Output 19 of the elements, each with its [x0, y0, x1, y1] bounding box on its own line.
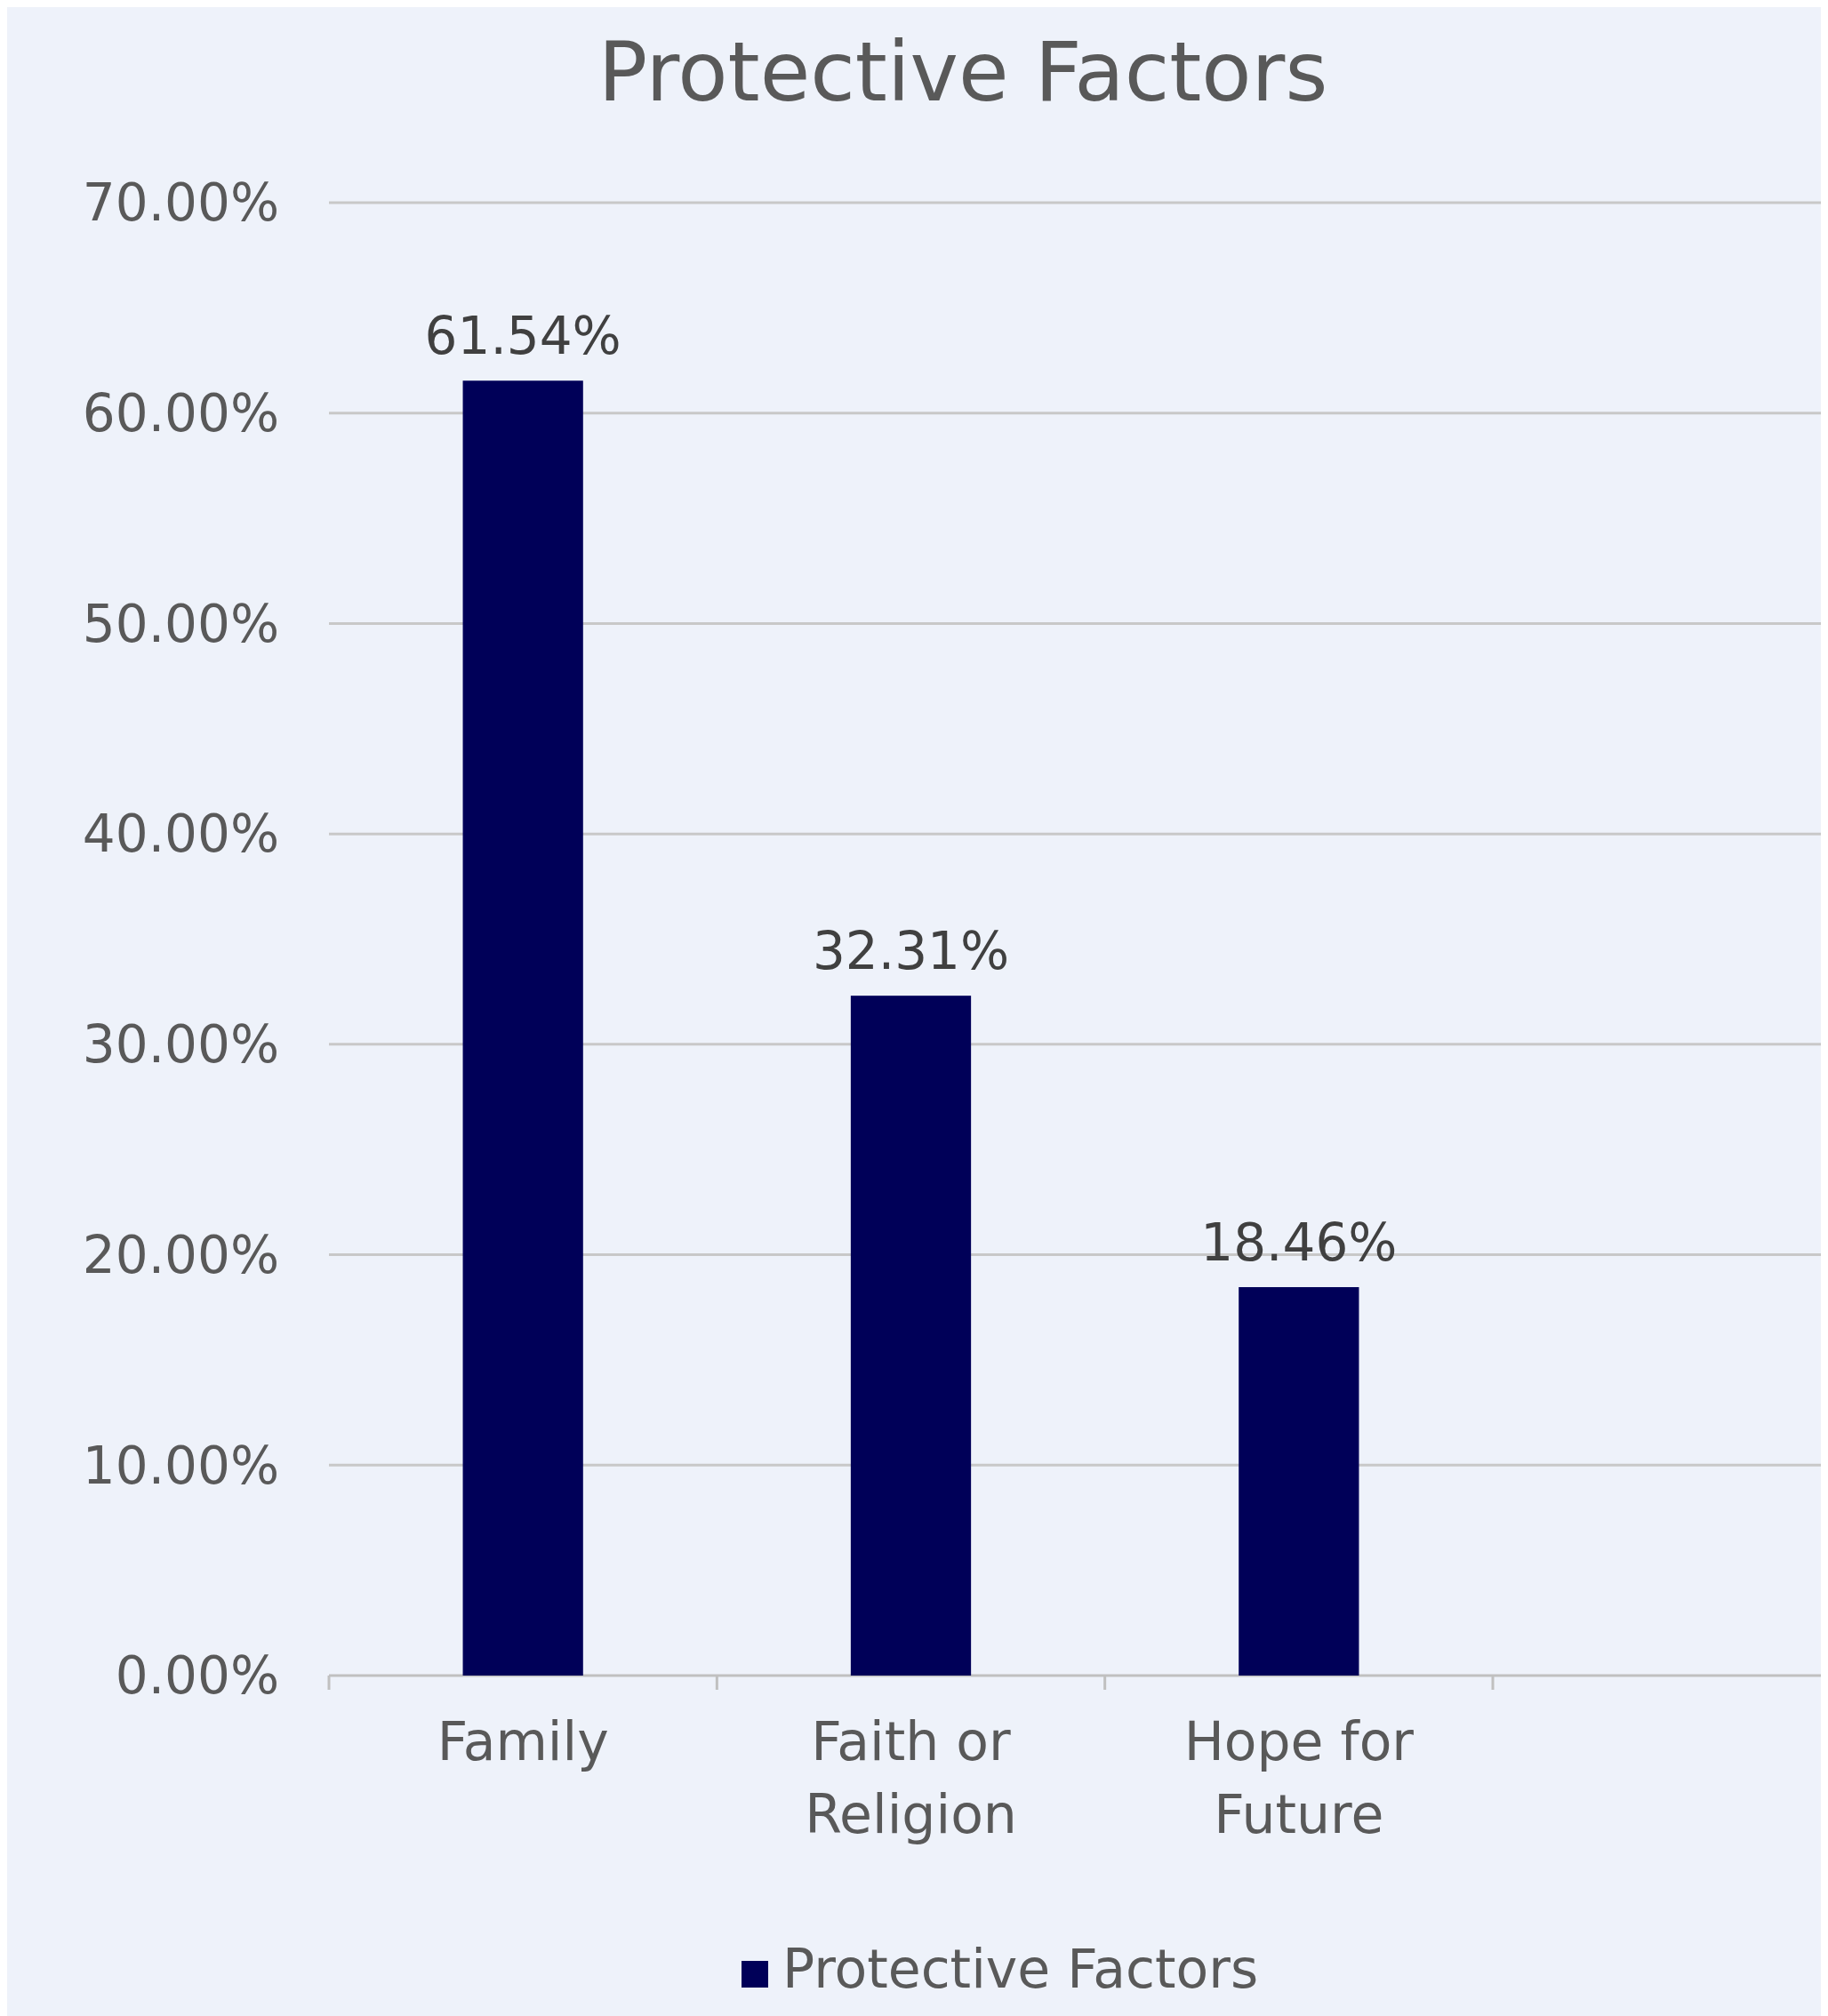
- y-tick-label: 0.00%: [115, 1645, 279, 1707]
- bar: [462, 380, 583, 1676]
- x-tick-label: Faith or Religion: [805, 1710, 1017, 1845]
- y-tick-label: 50.00%: [82, 593, 279, 654]
- y-tick-label: 60.00%: [82, 383, 279, 444]
- y-tick-label: 70.00%: [82, 172, 279, 234]
- text: 61.54%: [424, 306, 621, 367]
- y-tick-label: 20.00%: [82, 1224, 279, 1285]
- y-tick-label: 40.00%: [82, 804, 279, 865]
- chart-title: Protective Factors: [597, 25, 1328, 120]
- text: 32.31%: [812, 921, 1010, 982]
- bar: [1239, 1287, 1359, 1676]
- legend-label: Protective Factors: [782, 1938, 1259, 2000]
- y-tick-label: 30.00%: [82, 1014, 279, 1076]
- bar: [850, 996, 972, 1676]
- x-tick-label: Family: [437, 1710, 609, 1772]
- x-tick-label: Hope for Future: [1183, 1710, 1415, 1845]
- y-tick-label: 10.00%: [82, 1435, 279, 1496]
- text: 18.46%: [1200, 1212, 1398, 1274]
